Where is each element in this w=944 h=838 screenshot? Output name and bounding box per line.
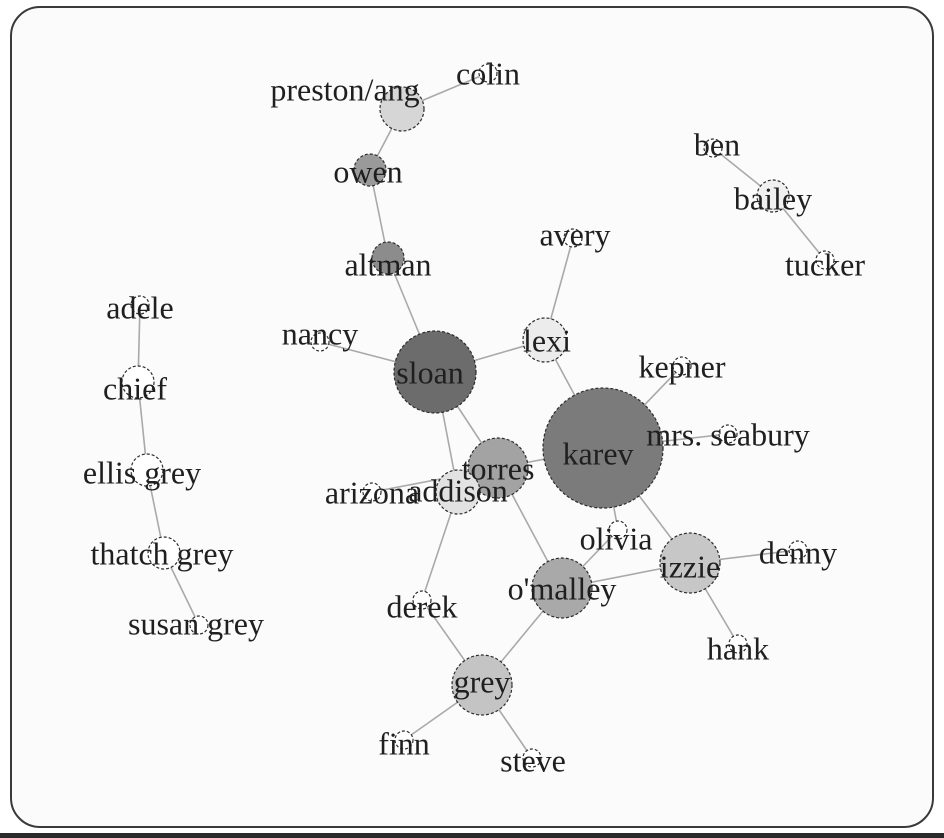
node-label-torres: torres — [462, 450, 535, 486]
node-label-lexi: lexi — [523, 322, 571, 358]
node-denny — [788, 540, 808, 560]
node-chief — [121, 365, 155, 399]
node-mrs_seabury — [718, 424, 738, 444]
node-owen — [353, 153, 387, 187]
node-label-grey: grey — [454, 663, 511, 699]
node-label-addison: addison — [408, 472, 508, 508]
node-thatch_grey — [147, 536, 181, 570]
node-label-mrs_seabury: mrs. seabury — [646, 416, 810, 452]
label-layer: preston/ang colin owen altman sloan nancy lexi… — [83, 55, 865, 778]
node-label-olivia: olivia — [580, 520, 653, 556]
node-addison — [435, 469, 481, 515]
node-arizona — [362, 482, 382, 502]
node-label-finn: finn — [378, 725, 430, 761]
node-label-izzie: izzie — [660, 548, 720, 584]
node-sloan — [393, 330, 477, 414]
node-label-cristina: preston/ang — [270, 71, 419, 107]
node-label-derek: derek — [386, 588, 457, 624]
node-label-tucker: tucker — [785, 246, 865, 282]
node-ben — [703, 138, 723, 158]
node-tucker — [815, 250, 835, 270]
node-label-colin: colin — [456, 55, 520, 91]
node-finn — [394, 730, 414, 750]
node-label-karev: karev — [562, 435, 633, 471]
node-avery — [563, 228, 583, 248]
node-olivia — [608, 520, 628, 540]
node-label-denny: denny — [759, 534, 837, 570]
node-cristina — [379, 86, 425, 132]
node-label-susan_grey: susan grey — [128, 605, 264, 641]
node-karev — [542, 387, 664, 509]
node-label-avery: avery — [539, 216, 610, 252]
node-label-ellis_grey: ellis grey — [83, 454, 201, 490]
node-lexi — [522, 317, 568, 363]
node-izzie — [659, 532, 721, 594]
node-kepner — [672, 356, 692, 376]
node-colin — [478, 63, 498, 83]
node-grey — [451, 654, 513, 716]
node-label-nancy: nancy — [282, 315, 358, 351]
node-layer — [121, 63, 835, 768]
node-omalley — [531, 557, 593, 619]
node-ellis_grey — [130, 453, 164, 487]
node-label-thatch_grey: thatch grey — [90, 535, 233, 571]
node-label-kepner: kepner — [638, 348, 725, 384]
node-label-bailey: bailey — [734, 180, 812, 216]
node-label-altman: altman — [344, 246, 431, 282]
node-label-hank: hank — [707, 630, 769, 666]
node-bailey — [756, 179, 790, 213]
node-nancy — [310, 332, 330, 352]
node-label-ben: ben — [694, 126, 740, 162]
node-label-adele: adele — [106, 289, 174, 325]
node-label-owen: owen — [333, 153, 402, 189]
node-hank — [728, 634, 748, 654]
node-adele — [130, 295, 150, 315]
node-steve — [522, 748, 542, 768]
node-torres — [467, 437, 529, 499]
node-label-sloan: sloan — [396, 354, 464, 390]
node-label-chief: chief — [103, 370, 167, 406]
node-label-steve: steve — [500, 742, 566, 778]
node-label-arizona: arizona — [325, 474, 419, 510]
node-derek — [412, 590, 432, 610]
node-susan_grey — [189, 615, 209, 635]
node-altman — [371, 241, 405, 275]
node-label-omalley: o'malley — [508, 570, 617, 606]
bottom-border — [0, 833, 944, 838]
